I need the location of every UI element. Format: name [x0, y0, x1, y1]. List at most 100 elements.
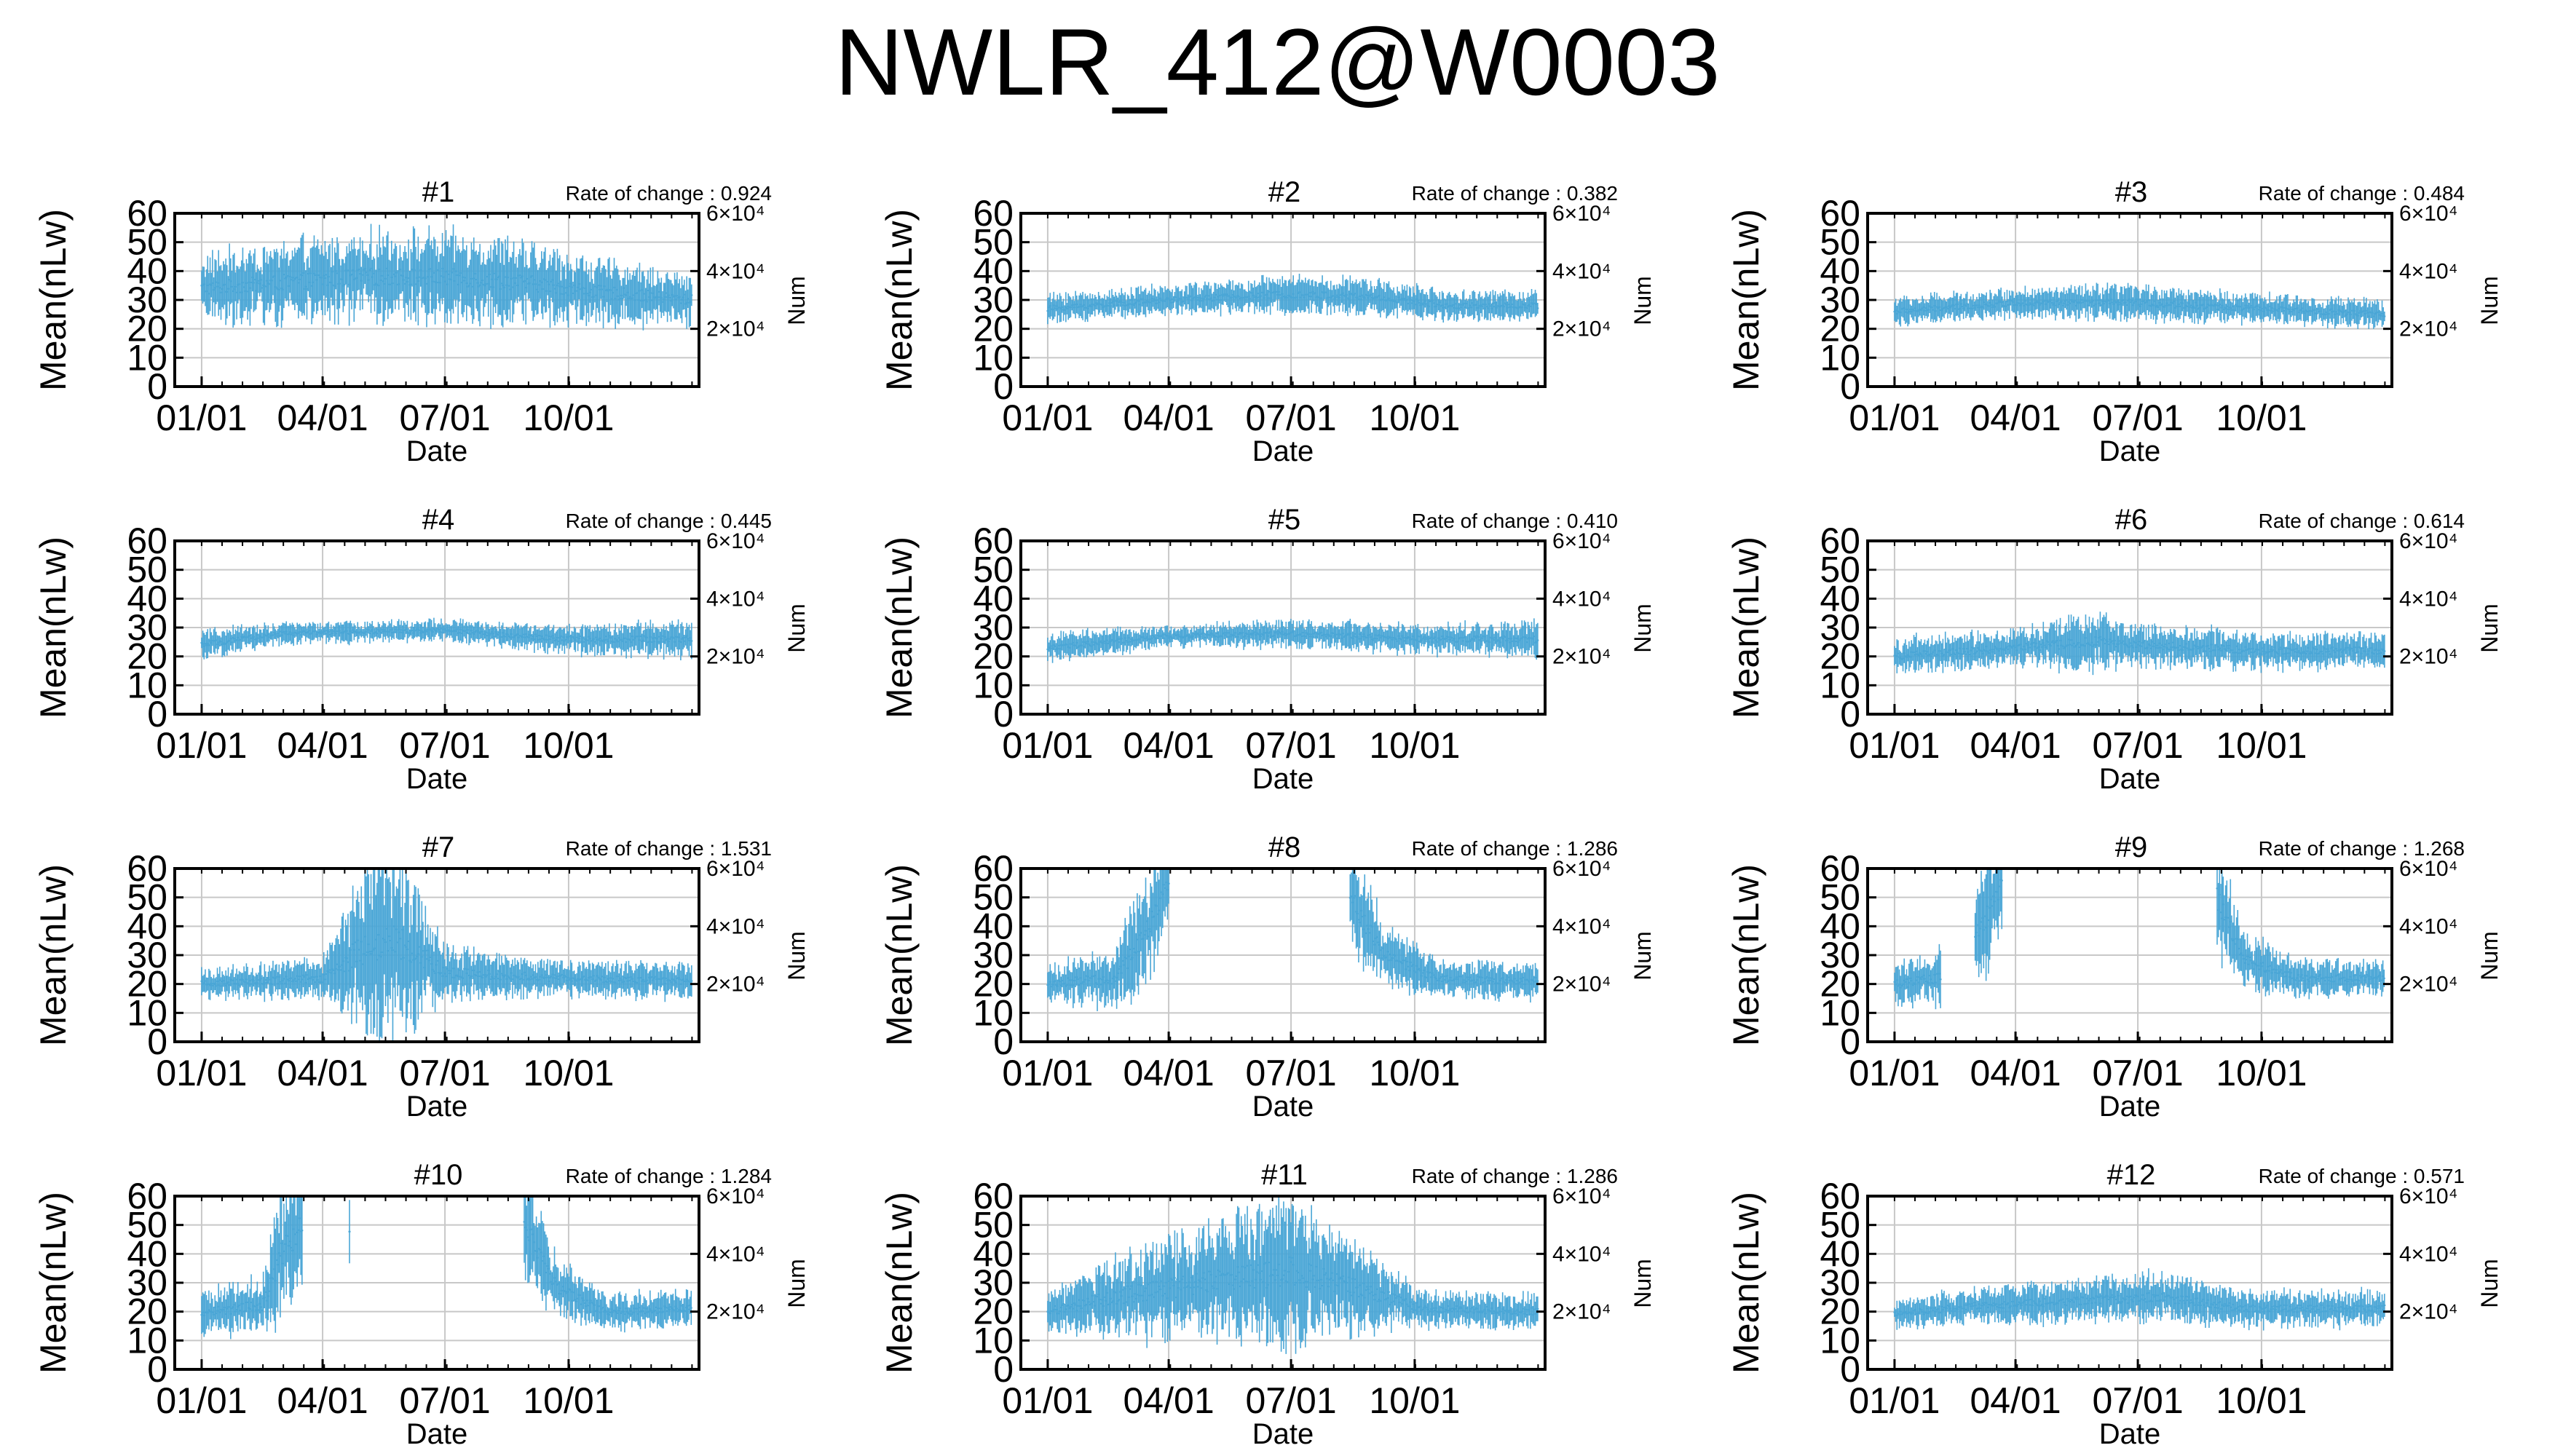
y-tick-label: 0: [1840, 366, 1860, 407]
y-tick-label: 40: [127, 578, 167, 619]
y2-tick-label: 2×10⁴: [2399, 317, 2457, 341]
y-tick-label: 60: [127, 521, 167, 561]
rate-of-change: Rate of change : 0.410: [1412, 510, 1618, 532]
y-axis-label: Mean(nLw): [33, 209, 74, 391]
y-tick-label: 40: [127, 250, 167, 291]
panel-title: #1: [422, 176, 455, 208]
y2-axis-label: Num: [1630, 276, 1656, 325]
y-tick-label: 30: [1820, 280, 1860, 320]
y2-tick-label: 4×10⁴: [2399, 259, 2457, 283]
y2-axis-label: Num: [2476, 276, 2503, 325]
x-tick-label: 04/01: [1124, 397, 1215, 438]
x-tick-label: 04/01: [277, 397, 368, 438]
y-tick-label: 10: [127, 665, 167, 705]
y-tick-label: 30: [127, 607, 167, 648]
y-tick-label: 30: [973, 280, 1014, 320]
y-tick-label: 10: [127, 337, 167, 378]
y2-tick-label: 6×10⁴: [706, 529, 765, 553]
x-tick-label: 04/01: [1124, 725, 1215, 766]
x-tick-label: 07/01: [1246, 725, 1337, 766]
panel-title: #5: [1268, 504, 1301, 536]
y-tick-label: 50: [1820, 222, 1860, 263]
y-tick-label: 10: [1820, 337, 1860, 378]
y-tick-label: 20: [1820, 309, 1860, 349]
page-title: NWLR_412@W0003: [0, 7, 2555, 116]
x-tick-label: 07/01: [1246, 397, 1337, 438]
x-tick-label: 10/01: [2216, 397, 2307, 438]
rate-of-change-label: Rate of change :: [566, 510, 721, 532]
y-tick-label: 60: [973, 193, 1014, 234]
rate-of-change: Rate of change : 0.484: [2259, 182, 2465, 205]
panel-title: #4: [422, 504, 455, 536]
rate-of-change-value: 0.410: [1567, 510, 1618, 532]
y-tick-label: 30: [127, 280, 167, 320]
y2-axis-label: Num: [1630, 604, 1656, 653]
x-tick-label: 01/01: [156, 725, 247, 766]
y-tick-label: 40: [973, 250, 1014, 291]
x-axis-label: Date: [2099, 435, 2161, 467]
x-tick-label: 01/01: [1002, 725, 1093, 766]
x-tick-label: 04/01: [1970, 397, 2061, 438]
x-tick-label: 10/01: [1369, 725, 1460, 766]
rate-of-change-value: 0.382: [1567, 182, 1618, 205]
rate-of-change: Rate of change : 0.924: [566, 182, 772, 205]
rate-of-change: Rate of change : 0.445: [566, 510, 772, 532]
y2-tick-label: 6×10⁴: [1552, 529, 1611, 553]
y2-tick-label: 2×10⁴: [706, 317, 765, 341]
y-tick-label: 60: [127, 193, 167, 234]
y-tick-label: 10: [973, 665, 1014, 705]
x-tick-label: 10/01: [523, 397, 614, 438]
x-tick-label: 01/01: [1002, 397, 1093, 438]
y-tick-label: 0: [993, 694, 1014, 735]
x-tick-label: 07/01: [2093, 397, 2184, 438]
y2-axis-label: Num: [783, 276, 810, 325]
y2-tick-label: 2×10⁴: [1552, 645, 1611, 669]
y-axis-label: Mean(nLw): [1726, 209, 1766, 391]
x-tick-label: 04/01: [277, 725, 368, 766]
x-tick-label: 07/01: [400, 725, 491, 766]
rate-of-change-label: Rate of change :: [1412, 182, 1567, 205]
y-tick-label: 60: [973, 521, 1014, 561]
y-tick-label: 50: [973, 222, 1014, 263]
panel-title: #3: [2115, 176, 2148, 208]
y2-tick-label: 4×10⁴: [706, 587, 765, 611]
rate-of-change-value: 0.924: [721, 182, 772, 205]
y2-tick-label: 4×10⁴: [1552, 587, 1611, 611]
rate-of-change-label: Rate of change :: [566, 182, 721, 205]
y2-tick-label: 6×10⁴: [2399, 202, 2457, 226]
x-axis-label: Date: [406, 763, 468, 795]
y-tick-label: 10: [973, 337, 1014, 378]
y2-tick-label: 2×10⁴: [1552, 317, 1611, 341]
rate-of-change-value: 0.445: [721, 510, 772, 532]
y-tick-label: 0: [147, 366, 167, 407]
y-tick-label: 0: [147, 694, 167, 735]
y-tick-label: 50: [127, 550, 167, 590]
x-tick-label: 07/01: [400, 397, 491, 438]
y2-axis-label: Num: [783, 604, 810, 653]
x-tick-label: 10/01: [1369, 397, 1460, 438]
rate-of-change-label: Rate of change :: [2259, 182, 2414, 205]
y-tick-label: 40: [973, 578, 1014, 619]
y2-tick-label: 2×10⁴: [706, 645, 765, 669]
y-tick-label: 30: [973, 607, 1014, 648]
y-axis-label: Mean(nLw): [879, 537, 920, 719]
y2-tick-label: 6×10⁴: [706, 202, 765, 226]
x-tick-label: 01/01: [156, 397, 247, 438]
y-tick-label: 60: [1820, 193, 1860, 234]
rate-of-change-value: 0.484: [2414, 182, 2465, 205]
x-axis-label: Date: [406, 435, 468, 467]
y-axis-label: Mean(nLw): [879, 209, 920, 391]
y-tick-label: 20: [127, 309, 167, 349]
x-axis-label: Date: [1252, 435, 1314, 467]
rate-of-change-label: Rate of change :: [1412, 510, 1567, 532]
y2-tick-label: 4×10⁴: [706, 259, 765, 283]
panel-title: #2: [1268, 176, 1301, 208]
y-tick-label: 20: [973, 636, 1014, 677]
x-tick-label: 10/01: [523, 725, 614, 766]
